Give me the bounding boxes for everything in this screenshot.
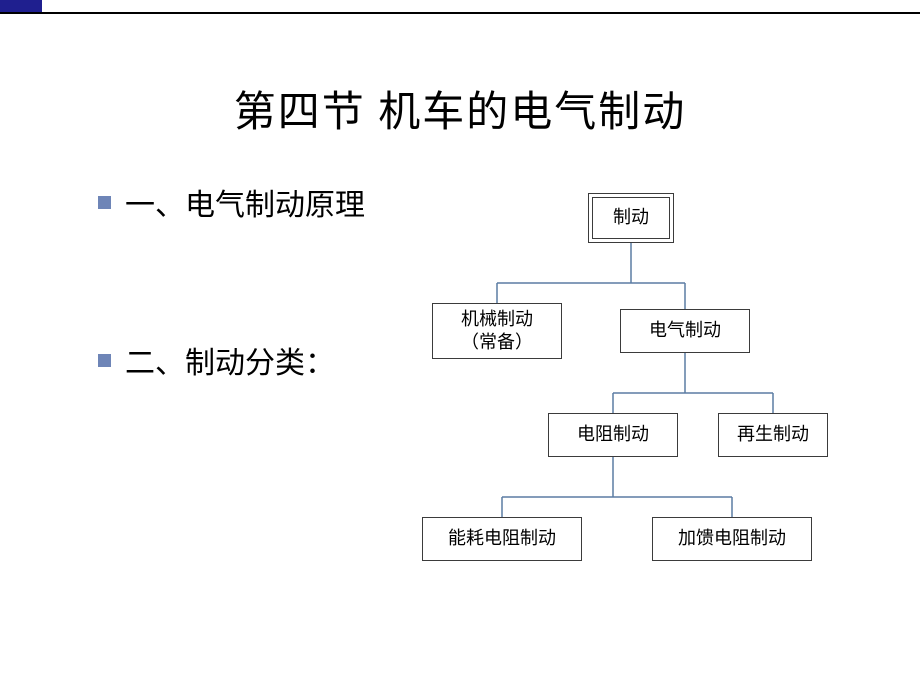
tree-node-cons: 能耗电阻制动 — [422, 517, 582, 561]
bullet-item: 一、电气制动原理 — [98, 180, 365, 224]
bullet-text: 二、制动分类： — [125, 338, 335, 382]
tree-node-root: 制动 — [588, 193, 674, 243]
bullet-item: 二、制动分类： — [98, 338, 335, 382]
tree-node-regen: 再生制动 — [718, 413, 828, 457]
accent-underline — [0, 12, 920, 14]
tree-node-add: 加馈电阻制动 — [652, 517, 812, 561]
bullet-text: 一、电气制动原理 — [125, 180, 365, 224]
tree-node-elec: 电气制动 — [620, 309, 750, 353]
tree-node-res: 电阻制动 — [548, 413, 678, 457]
tree-node-label: 制动 — [592, 197, 670, 239]
bullet-square-icon — [98, 196, 111, 209]
braking-tree-diagram: 制动机械制动 （常备） 电气制动电阻制动再生制动能耗电阻制动 加馈电阻制动 — [400, 185, 900, 605]
slide-title: 第四节 机车的电气制动 — [0, 78, 920, 139]
accent-bar — [0, 0, 42, 12]
bullet-square-icon — [98, 354, 111, 367]
tree-node-mech: 机械制动 （常备） — [432, 303, 562, 359]
